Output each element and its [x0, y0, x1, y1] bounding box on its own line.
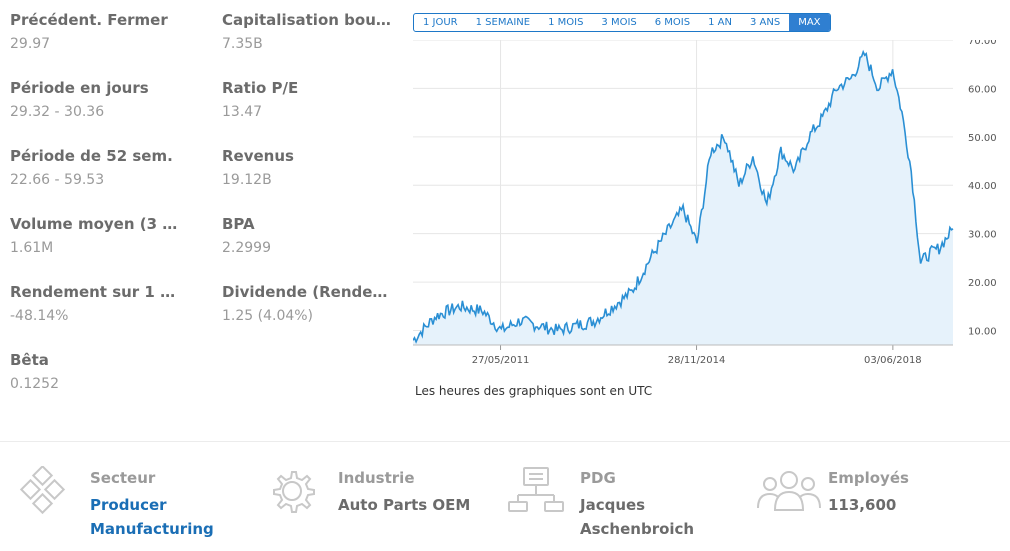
range-3-years-button[interactable]: 3 ANS — [749, 17, 781, 28]
price-chart-svg[interactable]: 10.00 20.00 30.00 40.00 50.00 60.00 70.00 27/05… — [412, 36, 1003, 375]
stat-beta: Bêta 0.1252 — [10, 350, 180, 394]
stat-dividend: Dividende (Rendement) 1.25 (4.04%) — [222, 282, 392, 326]
stat-value: 1.61M — [10, 240, 54, 256]
x-tick-label: 27/05/2011 — [472, 355, 530, 366]
stat-value: 19.12B — [222, 172, 272, 188]
range-1-year-button[interactable]: 1 AN — [708, 17, 732, 28]
range-6-months-button[interactable]: 6 MOIS — [654, 17, 691, 28]
price-line — [412, 49, 954, 344]
stat-value: 1.25 (4.04%) — [222, 308, 314, 324]
info-title: Industrie — [338, 469, 415, 487]
stat-value: 22.66 - 59.53 — [10, 172, 105, 188]
sector-icon — [19, 466, 66, 515]
stat-eps: BPA 2.2999 — [222, 214, 392, 258]
stat-value: 29.32 - 30.36 — [10, 104, 105, 120]
section-divider — [0, 441, 1010, 442]
stat-label: Capitalisation boursière — [222, 11, 392, 29]
stat-value: 2.2999 — [222, 240, 271, 256]
stat-prev-close: Précédent. Fermer 29.97 — [10, 10, 180, 54]
y-tick-label: 60.00 — [968, 84, 997, 95]
stat-revenue: Revenus 19.12B — [222, 146, 392, 190]
stat-avg-volume: Volume moyen (3 mois) 1.61M — [10, 214, 180, 258]
sector-link[interactable]: Producer Manufacturing — [90, 496, 214, 538]
gear-icon — [273, 471, 315, 513]
info-title: Secteur — [90, 469, 156, 487]
range-1-week-button[interactable]: 1 SEMAINE — [475, 17, 531, 28]
stat-value: 13.47 — [222, 104, 263, 120]
stat-label: Dividende (Rendement) — [222, 283, 392, 301]
y-tick-label: 30.00 — [968, 230, 997, 241]
stat-day-range: Période en jours 29.32 - 30.36 — [10, 78, 180, 122]
range-1-month-button[interactable]: 1 MOIS — [548, 17, 584, 28]
x-tick-label: 03/06/2018 — [864, 355, 922, 366]
stat-value: 0.1252 — [10, 376, 59, 392]
stat-label: Précédent. Fermer — [10, 11, 168, 29]
y-tick-label: 50.00 — [968, 133, 997, 144]
y-tick-label: 20.00 — [968, 278, 997, 289]
range-max-button[interactable]: MAX — [789, 14, 830, 31]
y-tick-label: 10.00 — [968, 326, 997, 337]
stat-label: Ratio P/E — [222, 79, 299, 97]
info-title: Employés — [828, 469, 909, 487]
chart-timezone-note: Les heures des graphiques sont en UTC — [415, 384, 653, 398]
x-tick-label: 28/11/2014 — [668, 355, 726, 366]
employees-value: 113,600 — [828, 496, 897, 514]
stat-market-cap: Capitalisation boursière 7.35B — [222, 10, 392, 54]
people-icon — [757, 471, 821, 511]
stat-label: Rendement sur 1 an — [10, 283, 180, 301]
stat-label: Volume moyen (3 mois) — [10, 215, 180, 233]
stat-label: Bêta — [10, 351, 49, 369]
stat-label: Revenus — [222, 147, 294, 165]
ceo-value: Jacques Aschenbroich — [580, 496, 695, 538]
stat-label: BPA — [222, 215, 255, 233]
stat-label: Période de 52 sem. — [10, 147, 173, 165]
stat-pe-ratio: Ratio P/E 13.47 — [222, 78, 392, 122]
range-3-months-button[interactable]: 3 MOIS — [601, 17, 637, 28]
stat-label: Période en jours — [10, 79, 149, 97]
stat-value: -48.14% — [10, 308, 69, 324]
range-selector: 1 JOUR 1 SEMAINE 1 MOIS 3 MOIS 6 MOIS 1 … — [413, 13, 831, 32]
stat-52-week-range: Période de 52 sem. 22.66 - 59.53 — [10, 146, 180, 190]
org-chart-icon — [508, 467, 564, 512]
industry-value: Auto Parts OEM — [338, 496, 471, 514]
stat-value: 7.35B — [222, 36, 263, 52]
range-1-day-button[interactable]: 1 JOUR — [423, 17, 458, 28]
y-tick-label: 70.00 — [968, 40, 997, 47]
info-title: PDG — [580, 469, 616, 487]
price-chart[interactable]: 10.00 20.00 30.00 40.00 50.00 60.00 70.00 27/05… — [412, 36, 1003, 379]
stat-value: 29.97 — [10, 36, 51, 52]
y-tick-label: 40.00 — [968, 181, 997, 192]
price-area-fill — [413, 51, 953, 346]
stat-1y-return: Rendement sur 1 an -48.14% — [10, 282, 180, 326]
